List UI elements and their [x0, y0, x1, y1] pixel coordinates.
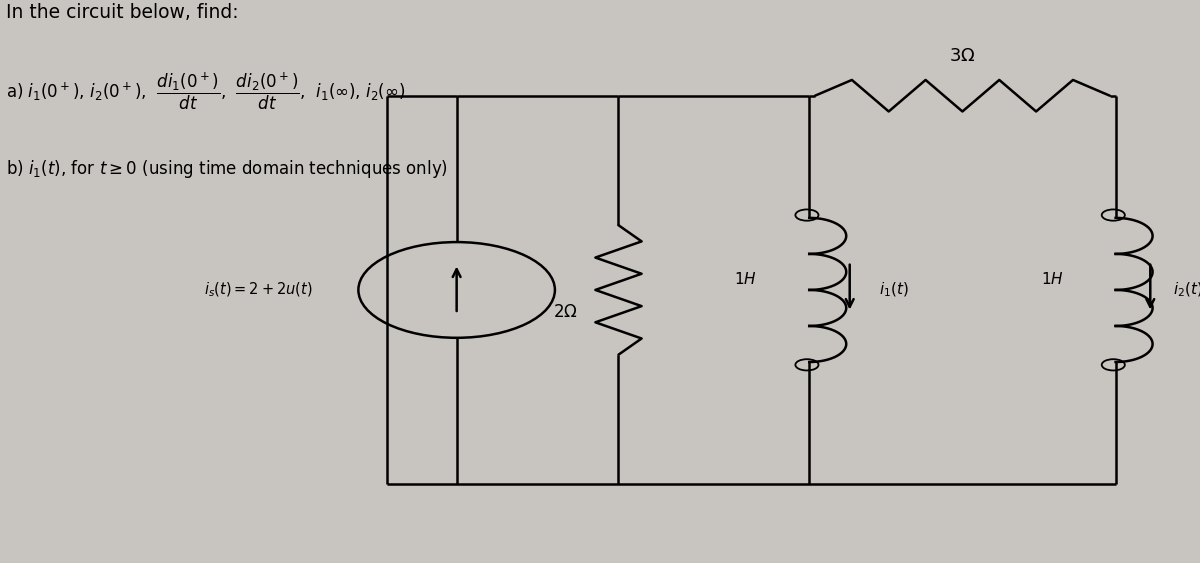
Text: $i_2(t)$: $i_2(t)$ [1174, 281, 1200, 299]
Text: $1H$: $1H$ [734, 271, 757, 287]
Text: $2\Omega$: $2\Omega$ [553, 303, 578, 321]
Text: $1H$: $1H$ [1040, 271, 1063, 287]
Text: In the circuit below, find:: In the circuit below, find: [6, 3, 239, 22]
Text: $i_1(t)$: $i_1(t)$ [878, 281, 908, 299]
Text: $3\Omega$: $3\Omega$ [949, 47, 976, 65]
Text: $i_s(t) = 2+2u(t)$: $i_s(t) = 2+2u(t)$ [204, 281, 312, 299]
Text: a) $i_1(0^+)$, $i_2(0^+)$,  $\dfrac{di_1(0^+)}{dt}$,  $\dfrac{di_2(0^+)}{dt}$,  : a) $i_1(0^+)$, $i_2(0^+)$, $\dfrac{di_1(… [6, 70, 406, 112]
Text: b) $i_1(t)$, for $t \geq 0$ (using time domain techniques only): b) $i_1(t)$, for $t \geq 0$ (using time … [6, 158, 448, 180]
